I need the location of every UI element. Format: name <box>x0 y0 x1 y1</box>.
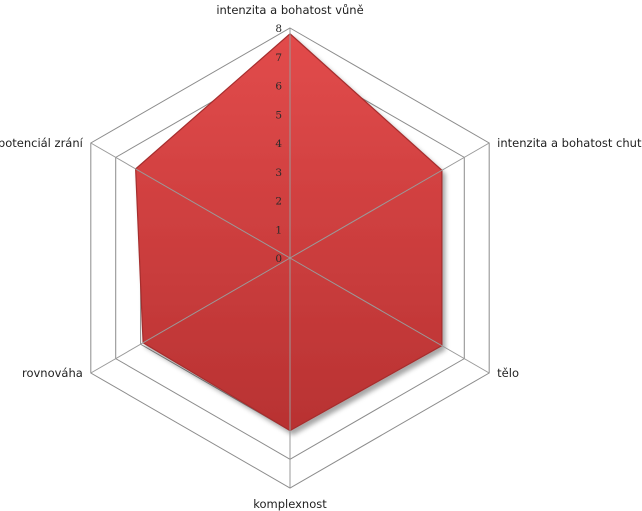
spoke-2 <box>289 257 490 374</box>
spoke-5 <box>90 142 291 259</box>
series-layer <box>135 32 443 432</box>
spoke-1 <box>289 142 490 259</box>
tick-label-5: 5 <box>275 109 282 121</box>
category-label-5: potenciál zrání <box>0 136 84 150</box>
tick-label-8: 8 <box>275 23 282 35</box>
spoke-4 <box>90 257 291 374</box>
tick-label-2: 2 <box>275 196 282 208</box>
tick-label-0: 0 <box>275 253 282 265</box>
category-label-0: intenzita a bohatost vůně <box>216 3 363 17</box>
radar-spokes <box>90 28 490 488</box>
radial-tick-labels: 0 1 2 3 4 5 6 7 8 <box>275 23 282 265</box>
category-label-2: tělo <box>497 366 519 380</box>
category-label-1: intenzita a bohatost chuti <box>497 136 642 150</box>
tick-label-6: 6 <box>275 81 282 93</box>
tick-label-7: 7 <box>275 52 282 64</box>
series-area-0 <box>135 32 443 432</box>
tick-label-1: 1 <box>275 224 282 236</box>
category-labels: intenzita a bohatost vůně intenzita a boh… <box>0 3 642 511</box>
tick-label-3: 3 <box>275 167 282 179</box>
category-label-3: komplexnost <box>253 497 327 511</box>
tick-label-4: 4 <box>275 138 282 150</box>
category-label-4: rovnováha <box>22 366 83 380</box>
